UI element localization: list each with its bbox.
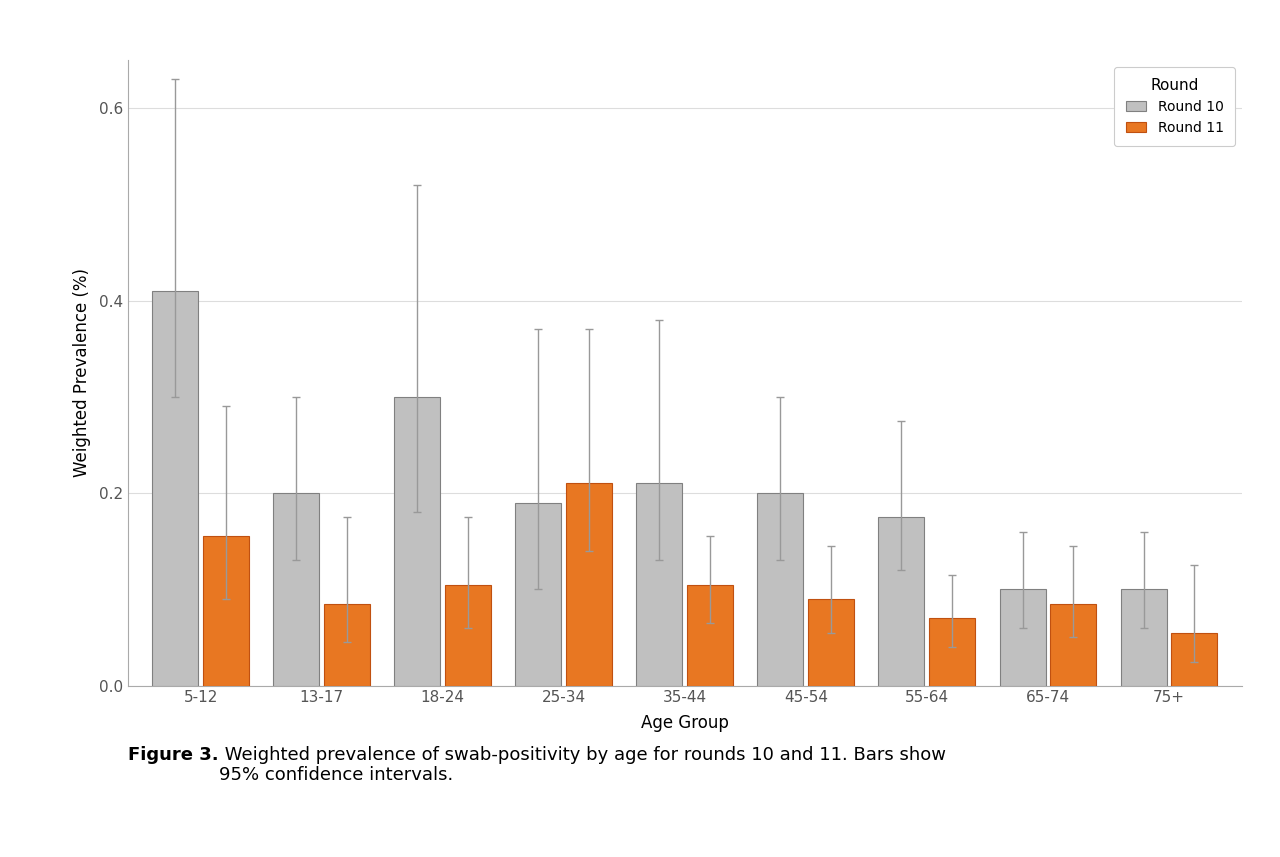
Bar [1000,590,1046,686]
Bar [1120,590,1166,686]
Bar [394,397,440,686]
Y-axis label: Weighted Prevalence (%): Weighted Prevalence (%) [73,268,91,477]
Bar [566,483,612,686]
Bar [204,536,250,686]
Bar [1171,632,1217,686]
Bar [929,618,975,686]
Bar [808,599,854,686]
Text: Weighted prevalence of swab-positivity by age for rounds 10 and 11. Bars show
95: Weighted prevalence of swab-positivity b… [219,746,946,784]
Text: Figure 3.: Figure 3. [128,746,219,764]
X-axis label: Age Group: Age Group [641,714,728,732]
Bar [1051,604,1097,686]
Bar [687,584,733,686]
Bar [152,291,198,686]
Bar [324,604,370,686]
Legend: Round 10, Round 11: Round 10, Round 11 [1115,67,1235,146]
Bar [758,493,804,686]
Bar [516,503,562,686]
Bar [273,493,319,686]
Bar [445,584,492,686]
Bar [636,483,682,686]
Bar [878,517,924,686]
